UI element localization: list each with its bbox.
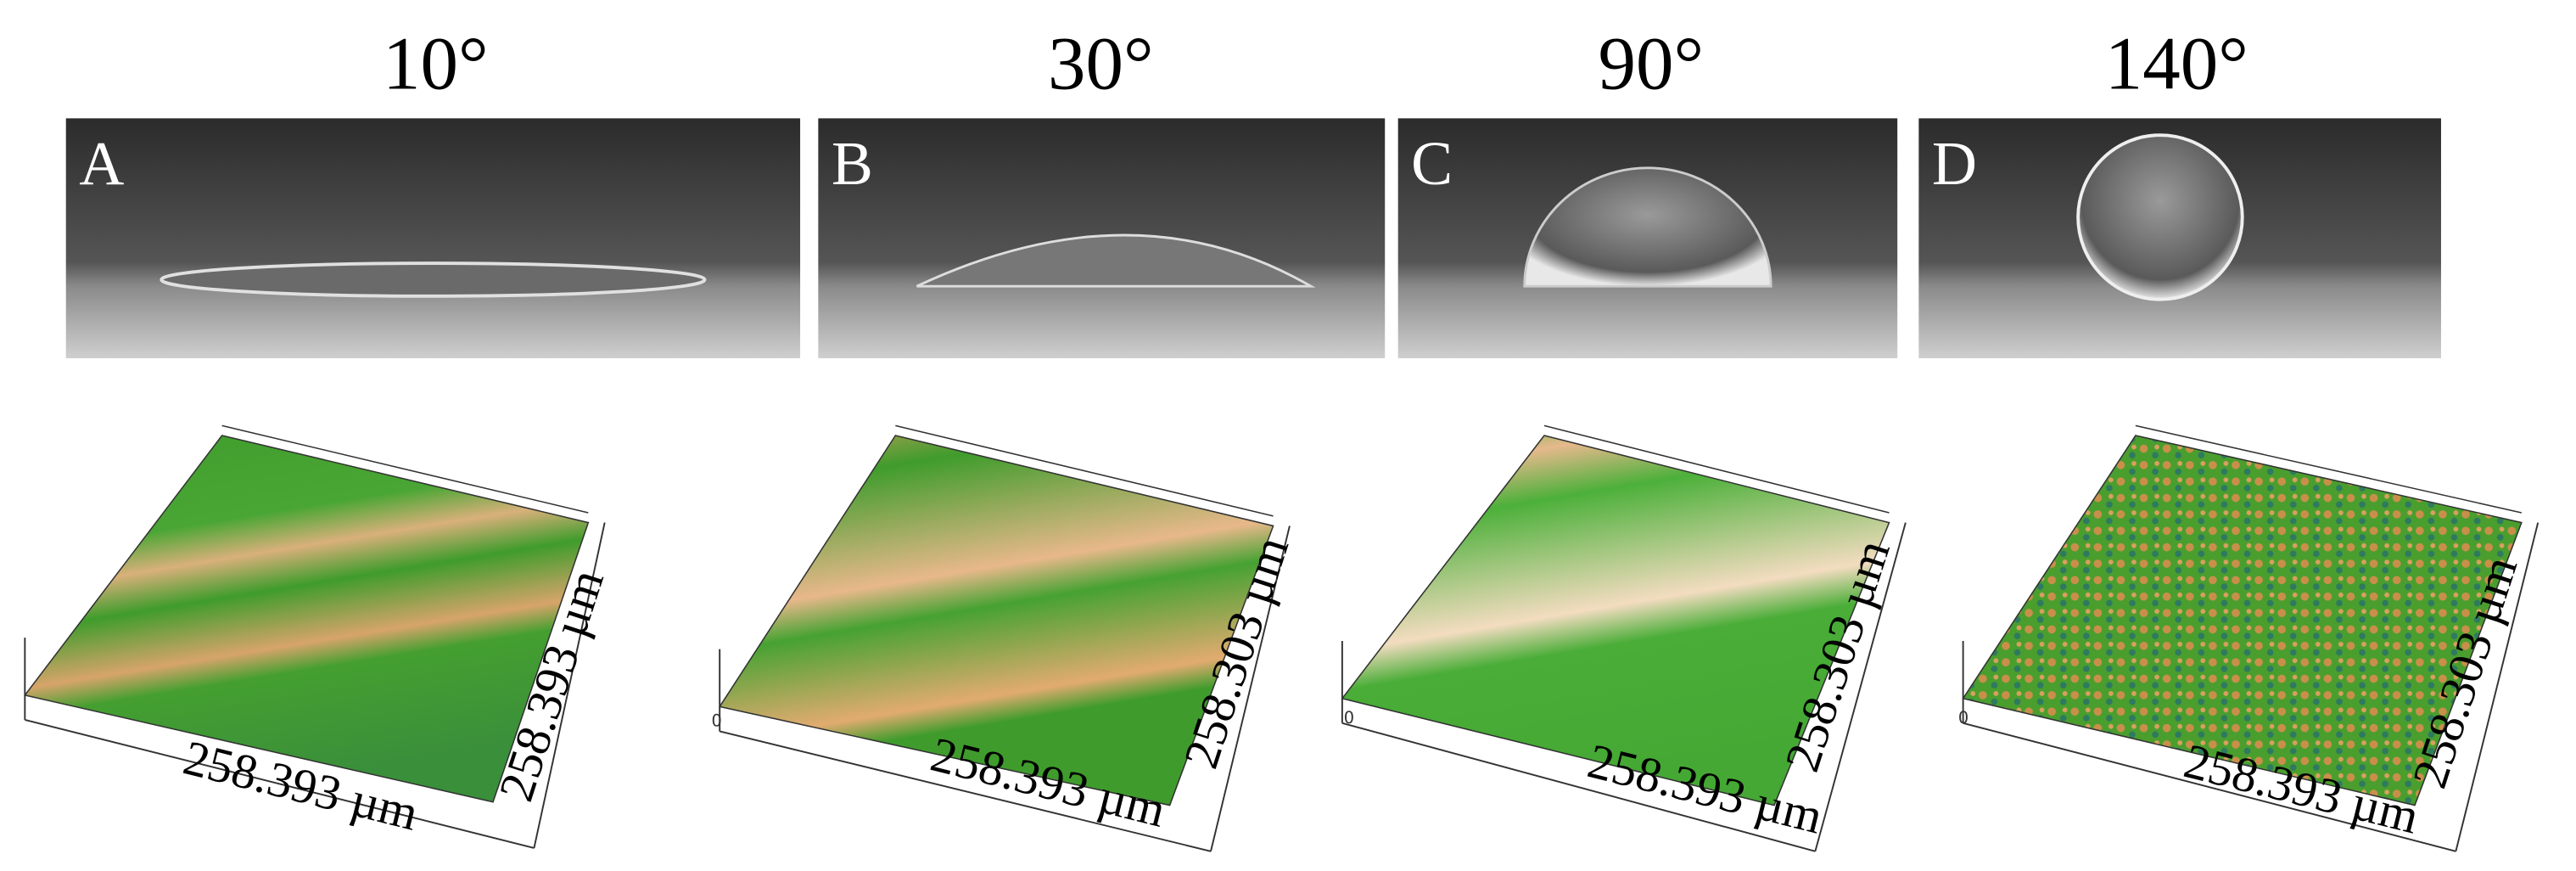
axis-box <box>1543 424 1890 514</box>
angle-title: 10° <box>383 23 489 106</box>
droplet <box>2076 133 2244 301</box>
y-axis <box>2455 522 2540 852</box>
x-axis <box>1963 722 2456 852</box>
droplet-photo <box>65 118 801 359</box>
x-axis <box>25 718 535 849</box>
surface-3d <box>1962 435 2523 806</box>
angle-title: 90° <box>1599 23 1705 106</box>
angle-title: 140° <box>2105 23 2248 106</box>
origin-label: 0 <box>1344 708 1354 728</box>
y-axis <box>1210 525 1291 851</box>
axis-box <box>895 424 1274 517</box>
surface-3d <box>23 435 590 803</box>
panel-label: A <box>79 128 124 198</box>
angle-title: 30° <box>1048 23 1154 106</box>
droplet <box>1523 166 1772 288</box>
axis-box <box>2135 424 2522 514</box>
surface-3d <box>718 435 1274 806</box>
origin-label: 0 <box>1958 708 1968 728</box>
panel-label: D <box>1932 128 1977 198</box>
surface-3d <box>1341 435 1890 806</box>
axis-box <box>221 424 589 514</box>
panel-label: B <box>832 128 873 198</box>
origin-label: 0 <box>712 711 722 731</box>
droplet <box>160 261 707 298</box>
y-axis <box>1814 522 1907 852</box>
x-axis <box>1341 722 1816 852</box>
droplet <box>916 233 1316 288</box>
x-axis <box>719 730 1212 852</box>
y-axis <box>533 522 606 849</box>
panel-label: C <box>1411 128 1453 198</box>
